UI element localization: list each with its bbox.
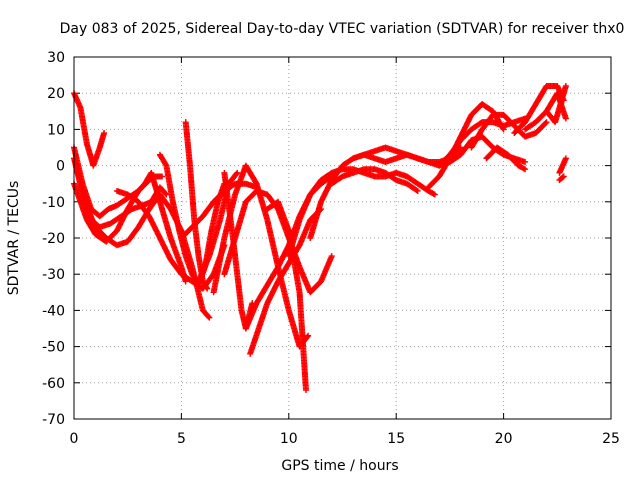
y-tick-label: -70 bbox=[42, 412, 65, 428]
data-point bbox=[328, 253, 335, 260]
data-point bbox=[560, 173, 567, 180]
x-axis-label: GPS time / hours bbox=[281, 458, 398, 474]
data-point bbox=[162, 190, 169, 197]
data-point bbox=[559, 174, 566, 181]
series-sat-27 bbox=[543, 82, 569, 126]
y-tick-label: -30 bbox=[42, 267, 65, 283]
data-point bbox=[233, 170, 240, 177]
y-tick-label: 0 bbox=[56, 159, 65, 175]
x-tick-label: 0 bbox=[70, 431, 79, 447]
data-point bbox=[413, 187, 420, 194]
data-point bbox=[204, 285, 211, 292]
series-sat-09 bbox=[182, 119, 211, 292]
data-point bbox=[302, 387, 309, 394]
data-series bbox=[71, 82, 569, 394]
data-point bbox=[163, 191, 170, 198]
plot-frame bbox=[73, 56, 612, 420]
series-sat-28 bbox=[556, 155, 569, 176]
data-point bbox=[543, 119, 550, 126]
data-point bbox=[234, 169, 241, 176]
data-point bbox=[522, 166, 529, 173]
series-sat-18 bbox=[307, 144, 464, 241]
data-point bbox=[159, 173, 166, 180]
data-point bbox=[414, 187, 421, 194]
data-point bbox=[562, 82, 569, 89]
data-point bbox=[562, 115, 569, 122]
data-point bbox=[205, 313, 212, 320]
data-point bbox=[431, 191, 438, 198]
data-point bbox=[101, 130, 108, 137]
x-tick-label: 25 bbox=[602, 431, 620, 447]
x-tick-label: 5 bbox=[177, 431, 186, 447]
series-sat-24 bbox=[483, 144, 529, 173]
data-point bbox=[562, 155, 569, 162]
y-tick-label: 10 bbox=[47, 122, 65, 138]
data-point bbox=[305, 332, 312, 339]
data-point bbox=[206, 314, 213, 321]
data-point bbox=[430, 190, 437, 197]
series-sat-17 bbox=[285, 166, 438, 260]
series-sat-19 bbox=[328, 166, 421, 194]
x-tick-label: 20 bbox=[495, 431, 513, 447]
y-tick-label: -10 bbox=[42, 195, 65, 211]
x-tick-label: 15 bbox=[387, 431, 405, 447]
series-sat-01 bbox=[71, 90, 108, 169]
y-tick-label: -60 bbox=[42, 376, 65, 392]
axis-ticks: 0 5 10 15 20 25 -70 -60 -50 -40 -30 -20 -10 0 10 20 30 bbox=[42, 50, 620, 447]
series-sat-29 bbox=[556, 173, 567, 184]
y-tick-label: 30 bbox=[47, 50, 65, 66]
y-tick-label: 20 bbox=[47, 86, 65, 102]
y-tick-label: -20 bbox=[42, 231, 65, 247]
y-tick-label: -50 bbox=[42, 340, 65, 356]
data-point bbox=[542, 120, 549, 127]
data-point bbox=[520, 165, 527, 172]
y-tick-label: -40 bbox=[42, 303, 65, 319]
data-point bbox=[522, 158, 529, 165]
y-axis-label: SDTVAR / TECUs bbox=[6, 181, 22, 296]
chart-title: Day 083 of 2025, Sidereal Day-to-day VTE… bbox=[60, 21, 625, 37]
x-tick-label: 10 bbox=[280, 431, 298, 447]
data-point bbox=[203, 284, 210, 291]
